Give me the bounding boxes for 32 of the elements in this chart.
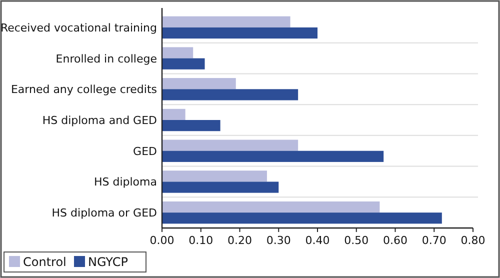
y-tick-label: GED [133,144,157,158]
bar [162,182,279,193]
x-tick-label: 0.30 [266,234,291,247]
x-tick-label: 0.60 [383,234,408,247]
bar [162,140,298,151]
y-tick-label: HS diploma or GED [52,206,157,220]
bar [162,27,318,39]
y-tick-label: Earned any college credits [10,83,158,96]
x-tick-label: 0.20 [228,234,252,247]
bar [162,150,384,162]
bar [162,120,220,132]
x-tick-label: 0.40 [305,234,330,247]
legend-label: NGYCP [88,255,128,269]
bar [162,16,290,28]
bar [162,201,380,213]
y-tick-label: Received vocational training [0,21,157,34]
x-tick-label: 0.00 [150,234,174,247]
bar [162,108,186,120]
bar [162,212,442,224]
y-tick-label: HS diploma [94,176,157,189]
bar [162,78,236,90]
y-tick-label: Enrolled in college [56,52,158,66]
x-tick-label: 0.50 [344,234,369,247]
bar [162,170,267,182]
x-tick-label: 0.70 [422,234,446,247]
bar [162,89,298,100]
x-tick-label: 0.10 [188,234,214,247]
bar [162,47,194,58]
bar [162,58,205,70]
x-tick-label: 0.80 [460,234,486,247]
y-tick-label: HS diploma and GED [42,114,157,127]
legend-label: Control [23,255,66,269]
